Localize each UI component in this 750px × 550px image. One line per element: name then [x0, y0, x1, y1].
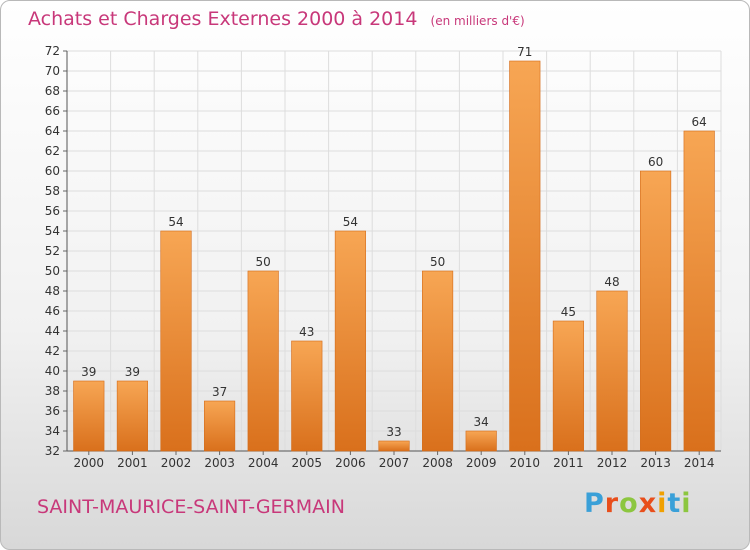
x-tick-label: 2002 — [161, 456, 192, 470]
bar-2006 — [334, 230, 366, 452]
x-tick-label: 2012 — [597, 456, 628, 470]
bar-2009 — [465, 430, 497, 452]
y-tick-label: 68 — [45, 84, 60, 98]
x-tick-label: 2009 — [466, 456, 497, 470]
x-tick-label: 2008 — [422, 456, 453, 470]
chart-title: Achats et Charges Externes 2000 à 2014 (… — [28, 8, 525, 30]
y-tick-label: 54 — [45, 224, 60, 238]
y-tick-label: 52 — [45, 244, 60, 258]
y-tick-label: 48 — [45, 284, 60, 298]
bar-2010 — [509, 60, 541, 452]
y-tick-label: 50 — [45, 264, 60, 278]
bar-2001 — [116, 380, 148, 452]
value-label: 71 — [517, 45, 532, 59]
logo-letter: x — [638, 488, 658, 519]
value-label: 34 — [474, 415, 489, 429]
bar-2003 — [204, 400, 236, 452]
y-tick-label: 40 — [45, 364, 60, 378]
data-labels: 39 39 54 37 50 43 54 33 50 34 71 45 48 60 64 — [81, 45, 707, 439]
y-tick-label: 72 — [45, 44, 60, 58]
value-label: 43 — [299, 325, 314, 339]
bar-2011 — [552, 320, 584, 452]
bar-2013 — [640, 170, 672, 452]
bar-2005 — [291, 340, 323, 452]
y-tick-label: 32 — [45, 444, 60, 458]
value-label: 54 — [168, 215, 183, 229]
x-tick-label: 2013 — [640, 456, 671, 470]
bars — [73, 60, 715, 452]
x-tick-label: 2007 — [379, 456, 410, 470]
x-tick-label: 2005 — [292, 456, 323, 470]
value-label: 39 — [81, 365, 96, 379]
y-tick-label: 36 — [45, 404, 60, 418]
y-tick-label: 38 — [45, 384, 60, 398]
x-tick-label: 2006 — [335, 456, 366, 470]
chart-title-main: Achats et Charges Externes 2000 à 2014 — [28, 8, 418, 30]
y-tick-label: 70 — [45, 64, 60, 78]
x-tick-label: 2010 — [510, 456, 541, 470]
bar-2008 — [422, 270, 454, 452]
bar-2014 — [683, 130, 715, 452]
y-tick-label: 44 — [45, 324, 60, 338]
bar-2007 — [378, 440, 410, 452]
chart-title-unit: (en milliers d'€) — [430, 14, 525, 28]
y-tick-label: 58 — [45, 184, 60, 198]
value-label: 45 — [561, 305, 576, 319]
value-label: 50 — [256, 255, 271, 269]
logo-letter: t — [667, 488, 682, 519]
y-tick-label: 34 — [45, 424, 60, 438]
y-tick-label: 60 — [45, 164, 60, 178]
bar-2002 — [160, 230, 192, 452]
bar-2004 — [247, 270, 279, 452]
x-tick-label: 2004 — [248, 456, 279, 470]
value-label: 50 — [430, 255, 445, 269]
commune-name: SAINT-MAURICE-SAINT-GERMAIN — [37, 496, 345, 518]
bar-2012 — [596, 290, 628, 452]
y-tick-label: 42 — [45, 344, 60, 358]
value-label: 48 — [604, 275, 619, 289]
axes: 32 34 36 38 40 42 44 46 48 50 52 54 56 58 60 62 64 66 68 70… — [45, 44, 721, 470]
value-label: 60 — [648, 155, 663, 169]
x-tick-label: 2001 — [117, 456, 148, 470]
x-tick-label: 2011 — [553, 456, 584, 470]
bar-2000 — [73, 380, 105, 452]
value-label: 39 — [125, 365, 140, 379]
value-label: 33 — [386, 425, 401, 439]
logo-letter: P — [584, 488, 605, 519]
proxiti-logo[interactable]: Proxiti — [584, 488, 692, 519]
y-tick-label: 66 — [45, 104, 60, 118]
logo-letter: i — [657, 488, 668, 519]
value-label: 37 — [212, 385, 227, 399]
y-tick-label: 62 — [45, 144, 60, 158]
x-tick-label: 2000 — [74, 456, 105, 470]
y-tick-label: 56 — [45, 204, 60, 218]
y-tick-label: 46 — [45, 304, 60, 318]
value-label: 64 — [692, 115, 707, 129]
logo-letter: o — [619, 488, 639, 519]
y-tick-label: 64 — [45, 124, 60, 138]
value-label: 54 — [343, 215, 358, 229]
logo-letter: i — [681, 488, 692, 519]
x-tick-label: 2003 — [204, 456, 235, 470]
logo-letter: r — [604, 488, 620, 519]
x-tick-label: 2014 — [684, 456, 715, 470]
